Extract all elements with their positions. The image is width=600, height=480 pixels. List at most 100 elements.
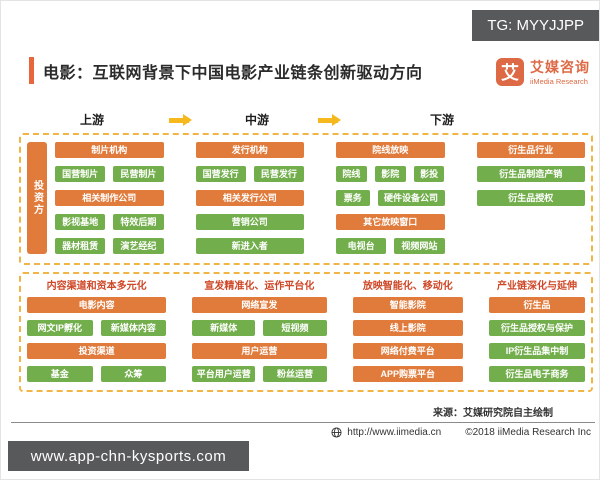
chain-row: 投资渠道 xyxy=(27,343,167,359)
chain-node: 新媒体内容 xyxy=(100,320,167,336)
chain-node: 制片机构 xyxy=(55,142,164,158)
chain-node: 衍生品行业 xyxy=(476,142,585,158)
chain-row: 票务 硬件设备公司 xyxy=(336,190,445,206)
column-grid: 网络宣发新媒体 短视频用户运营平台用户运营 粉丝运营 xyxy=(192,297,327,382)
chain-node: 院线 xyxy=(336,166,367,182)
chain-node: 粉丝运营 xyxy=(263,366,327,382)
footer-url: http://www.iimedia.cn xyxy=(347,427,442,438)
chain-node: 短视频 xyxy=(263,320,327,336)
telegram-watermark: TG: MYYJJPP xyxy=(472,10,599,41)
chain-row: 网络付费平台 xyxy=(352,343,464,359)
chain-row: 其它放映窗口 xyxy=(336,214,445,230)
industry-chain-panel: 投资方 制片机构 国营制片 民营制片 相关制作公司 影视基地 特效后期 器材租赁 演艺经纪 发… xyxy=(19,133,593,265)
chain-node: IP衍生品集中制 xyxy=(489,343,586,359)
chain-row: 院线 影院 影投 xyxy=(336,166,445,182)
chain-node: 影院 xyxy=(374,166,406,182)
globe-icon xyxy=(331,427,342,438)
column-header: 宣发精准化、运作平台化 xyxy=(204,281,315,292)
chain-group-distribution: 发行机构 国营发行 民营发行 相关发行公司 营销公司 新进入者 xyxy=(195,142,304,257)
chain-row: APP购票平台 xyxy=(352,366,464,382)
iimedia-logo: 艾 艾媒咨询 iiMedia Research xyxy=(496,57,590,86)
chain-row: 器材租赁 演艺经纪 xyxy=(55,238,164,254)
footer-copyright: ©2018 iiMedia Research Inc xyxy=(465,427,591,438)
source-note: 来源：艾媒研究院自主绘制 xyxy=(433,408,553,419)
chain-node: 衍生品授权与保护 xyxy=(489,320,586,336)
chain-node: 民营制片 xyxy=(113,166,164,182)
innovation-column-derivatives: 产业链深化与延伸 衍生品衍生品授权与保护 IP衍生品集中制 衍生品电子商务 xyxy=(489,279,586,386)
chain-node: 新进入者 xyxy=(195,238,304,254)
chain-row: 国营制片 民营制片 xyxy=(55,166,164,182)
chain-row: 衍生品授权 xyxy=(476,190,585,206)
chain-node: 民营发行 xyxy=(253,166,304,182)
chain-row: 衍生品授权与保护 xyxy=(489,320,586,336)
chain-node: 衍生品 xyxy=(489,297,586,313)
chain-node: 影投 xyxy=(413,166,445,182)
chain-node: 硬件设备公司 xyxy=(377,190,445,206)
chain-node: 网络宣发 xyxy=(192,297,327,313)
chain-node: 新媒体 xyxy=(192,320,256,336)
innovation-column-marketing: 宣发精准化、运作平台化 网络宣发新媒体 短视频用户运营平台用户运营 粉丝运营 xyxy=(192,279,327,386)
chain-node: 用户运营 xyxy=(192,343,327,359)
chain-node: 智能影院 xyxy=(352,297,464,313)
chain-node: 其它放映窗口 xyxy=(336,214,445,230)
chain-node: 营销公司 xyxy=(195,214,304,230)
chain-row: 衍生品行业 xyxy=(476,142,585,158)
chain-group-production: 制片机构 国营制片 民营制片 相关制作公司 影视基地 特效后期 器材租赁 演艺经纪 xyxy=(55,142,164,257)
chain-row: 相关制作公司 xyxy=(55,190,164,206)
page-title: 电影：互联网背景下中国电影产业链条创新驱动方向 xyxy=(43,64,423,82)
chain-node: 影视基地 xyxy=(55,214,106,230)
chain-row: 电影内容 xyxy=(27,297,167,313)
column-header: 产业链深化与延伸 xyxy=(497,281,578,292)
flow-arrow-icon xyxy=(169,114,192,126)
chain-node: 视频网站 xyxy=(394,238,445,254)
chain-node: 衍生品电子商务 xyxy=(489,366,586,382)
chain-node: 国营发行 xyxy=(195,166,246,182)
column-grid: 智能影院 线上影院 网络付费平台 APP购票平台 xyxy=(352,297,464,382)
chain-node: 投资渠道 xyxy=(27,343,167,359)
column-header: 内容渠道和资本多元化 xyxy=(46,281,147,292)
chain-node: 相关发行公司 xyxy=(195,190,304,206)
chain-node: 平台用户运营 xyxy=(192,366,256,382)
column-grid: 衍生品衍生品授权与保护 IP衍生品集中制 衍生品电子商务 xyxy=(489,297,586,382)
chain-node: 电影内容 xyxy=(27,297,167,313)
chain-groups: 制片机构 国营制片 民营制片 相关制作公司 影视基地 特效后期 器材租赁 演艺经纪 发行机构国… xyxy=(55,142,585,257)
chain-node: 衍生品制造产销 xyxy=(476,166,585,182)
chain-row: 制片机构 xyxy=(55,142,164,158)
logo-subtitle: iiMedia Research xyxy=(530,77,588,86)
chain-group-exhibition: 院线放映 院线 影院 影投 票务 硬件设备公司 其它放映窗口 电视台 视频网站 xyxy=(336,142,445,257)
flow-arrow-icon xyxy=(318,114,341,126)
midstream-label: 中游 xyxy=(245,113,270,127)
chain-row: 平台用户运营 粉丝运营 xyxy=(192,366,327,382)
title-row: 电影：互联网背景下中国电影产业链条创新驱动方向 xyxy=(29,57,423,84)
chain-node: 相关制作公司 xyxy=(55,190,164,206)
chain-node: 衍生品授权 xyxy=(476,190,585,206)
chain-row: 衍生品 xyxy=(489,297,586,313)
footer-site-line: http://www.iimedia.cn ©2018 iiMedia Rese… xyxy=(331,427,591,438)
column-grid: 电影内容网文IP孵化 新媒体内容投资渠道基金 众筹 xyxy=(27,297,167,382)
chain-row: 电视台 视频网站 xyxy=(336,238,445,254)
chain-node: 众筹 xyxy=(100,366,167,382)
chain-node: 网文IP孵化 xyxy=(27,320,93,336)
chain-node: 演艺经纪 xyxy=(113,238,164,254)
chain-node: 网络付费平台 xyxy=(352,343,464,359)
chain-row: 基金 众筹 xyxy=(27,366,167,382)
iimedia-logo-text: 艾媒咨询 iiMedia Research xyxy=(530,57,590,86)
chain-row: 智能影院 xyxy=(352,297,464,313)
chain-row: 衍生品制造产销 xyxy=(476,166,585,182)
chain-node: 国营制片 xyxy=(55,166,106,182)
chain-row: 新进入者 xyxy=(195,238,304,254)
chain-node: 院线放映 xyxy=(336,142,445,158)
downstream-label: 下游 xyxy=(430,113,455,127)
chain-group-derivatives: 衍生品行业衍生品制造产销 衍生品授权 xyxy=(476,142,585,257)
chain-row: 用户运营 xyxy=(192,343,327,359)
title-accent-bar xyxy=(29,57,34,84)
innovation-column-content: 内容渠道和资本多元化 电影内容网文IP孵化 新媒体内容投资渠道基金 众筹 xyxy=(27,279,167,386)
innovation-column-screening: 放映智能化、移动化 智能影院 线上影院 网络付费平台 APP购票平台 xyxy=(352,279,464,386)
chain-node: APP购票平台 xyxy=(352,366,464,382)
chain-node: 电视台 xyxy=(336,238,387,254)
chain-row: 院线放映 xyxy=(336,142,445,158)
chain-row: 衍生品电子商务 xyxy=(489,366,586,382)
chain-row: 网络宣发 xyxy=(192,297,327,313)
chain-row: IP衍生品集中制 xyxy=(489,343,586,359)
